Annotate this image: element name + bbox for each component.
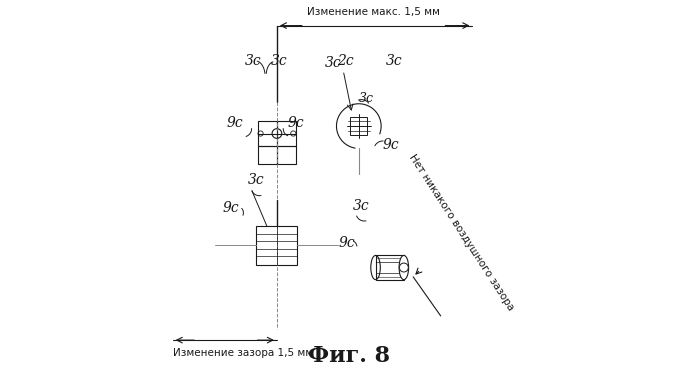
Bar — [277, 146, 296, 164]
Text: 9с: 9с — [287, 117, 304, 130]
Circle shape — [399, 263, 408, 272]
Bar — [375, 255, 404, 280]
Text: Изменение макс. 1,5 мм: Изменение макс. 1,5 мм — [308, 8, 440, 17]
Bar — [350, 117, 368, 135]
Bar — [257, 146, 277, 164]
Text: 3с: 3с — [359, 92, 374, 105]
Text: 3с: 3с — [386, 54, 403, 68]
Text: 9с: 9с — [382, 138, 398, 152]
Text: Изменение зазора 1,5 мм: Изменение зазора 1,5 мм — [173, 348, 313, 357]
Text: 3с: 3с — [247, 173, 264, 187]
Ellipse shape — [399, 255, 409, 280]
Text: 9с: 9с — [338, 236, 355, 250]
Text: Фиг. 8: Фиг. 8 — [308, 345, 391, 367]
Text: 9с: 9с — [226, 117, 243, 130]
Bar — [257, 122, 277, 146]
Text: 9с: 9с — [223, 201, 240, 215]
Text: 3с: 3с — [324, 56, 341, 70]
Bar — [257, 226, 297, 265]
Text: Нет никакого воздушного зазора: Нет никакого воздушного зазора — [407, 152, 515, 312]
Bar — [277, 122, 296, 146]
Text: 3с: 3с — [271, 54, 287, 68]
Text: 3с: 3с — [245, 54, 261, 68]
Text: 3с: 3с — [352, 199, 369, 213]
Text: 2с: 2с — [338, 54, 354, 68]
